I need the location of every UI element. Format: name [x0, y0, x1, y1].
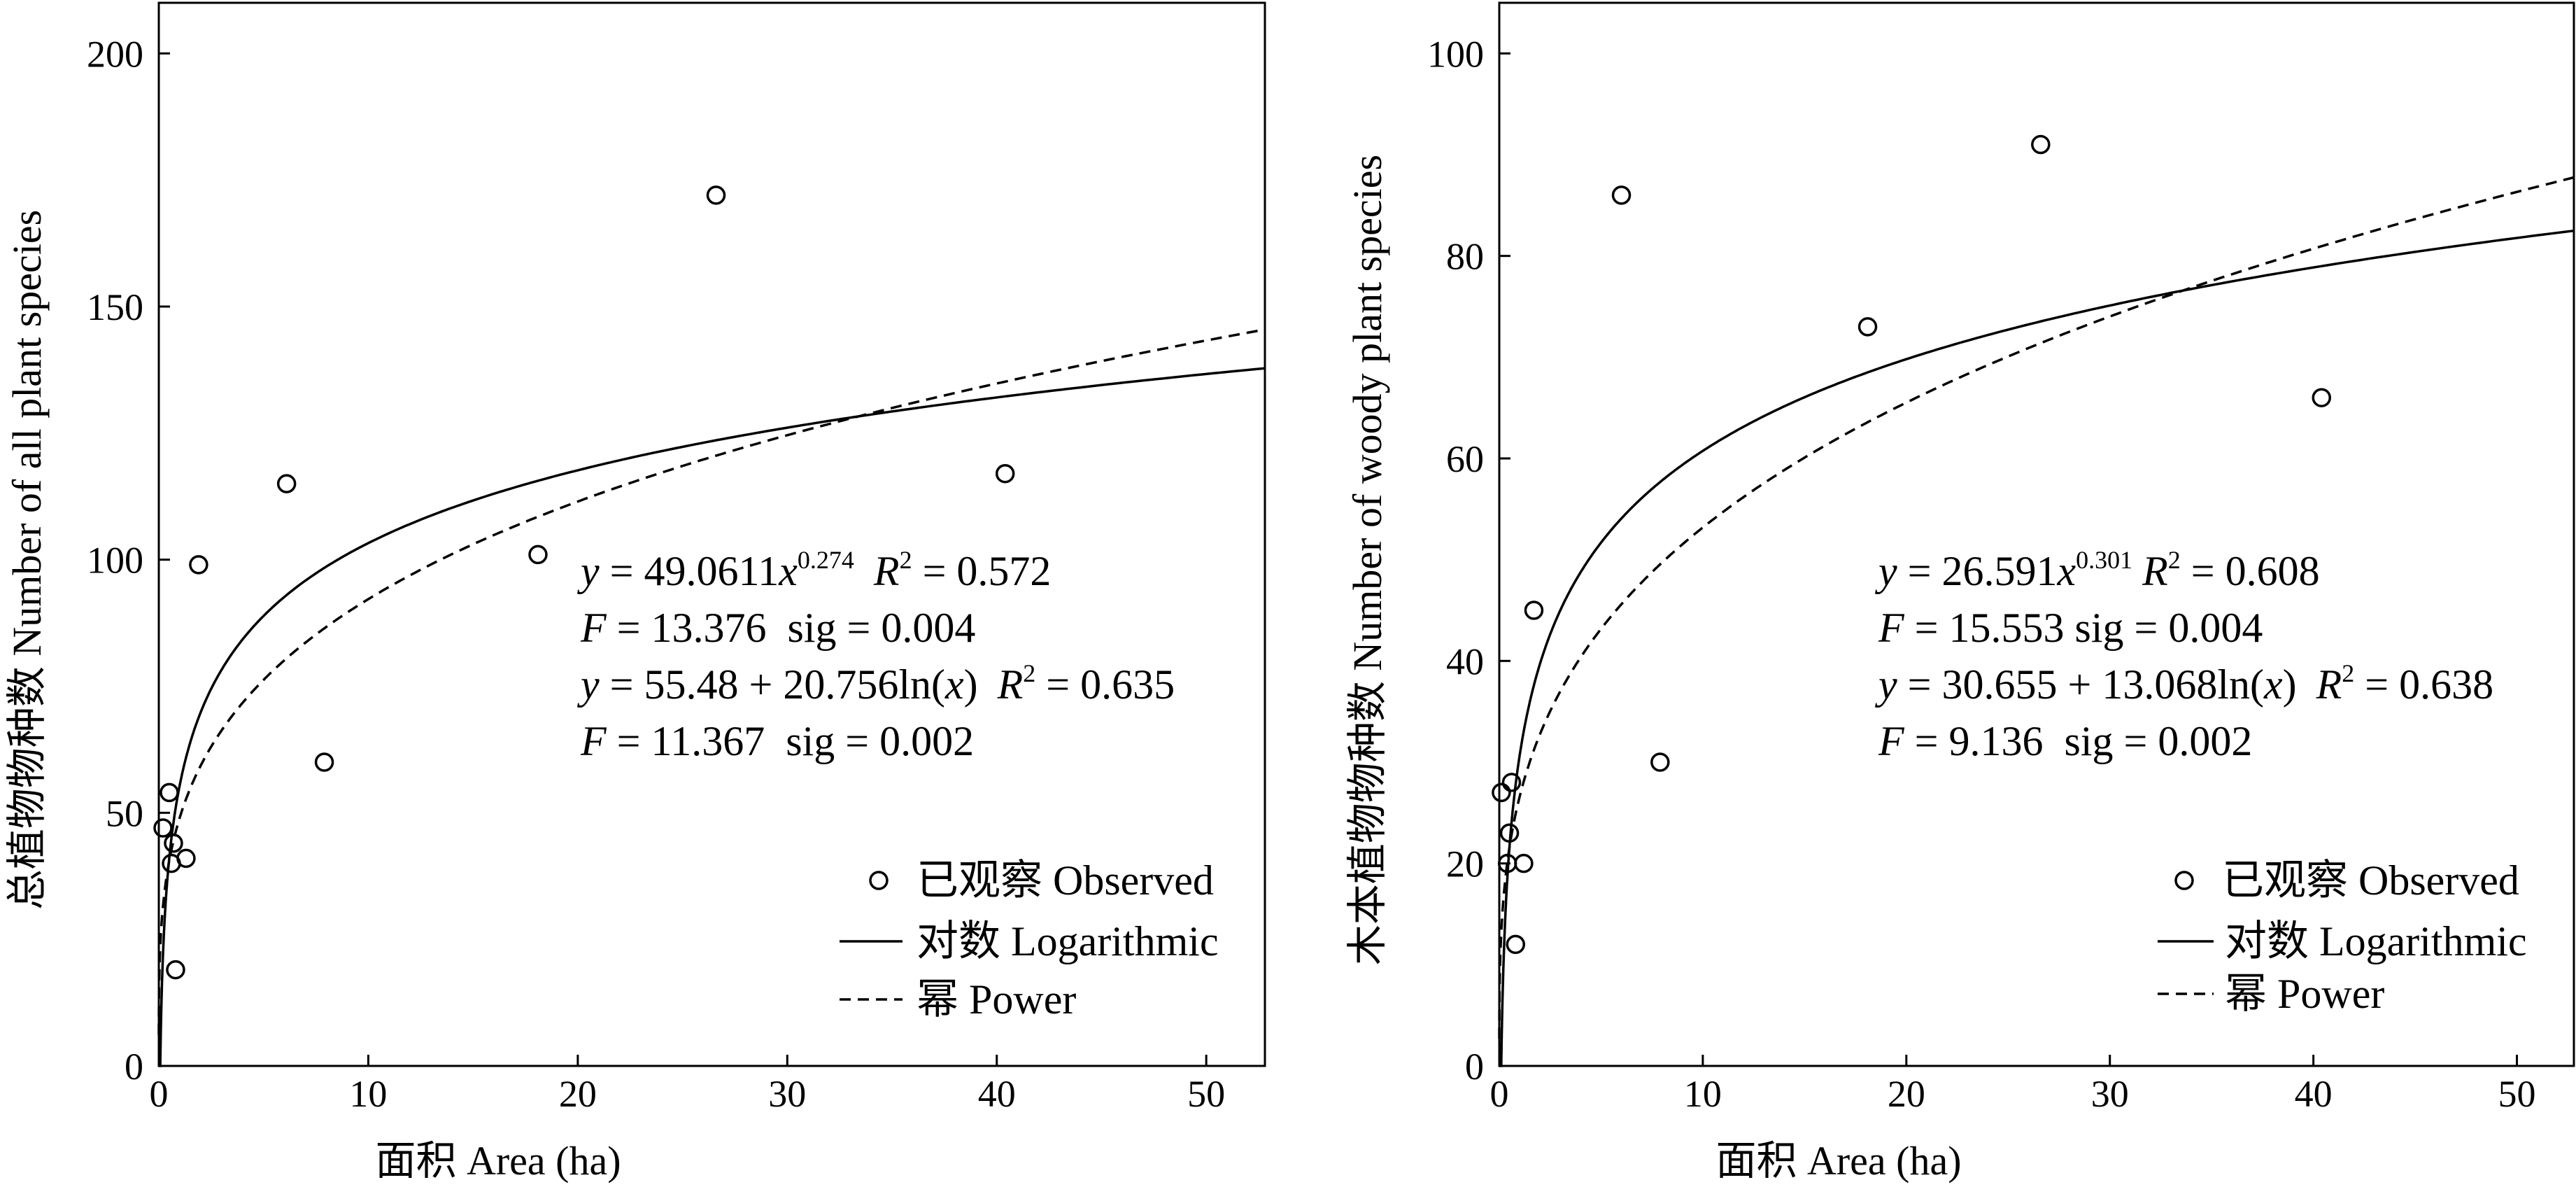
legend: 已观察 Observed 对数 Logarithmic 幂 Power [2158, 857, 2527, 1017]
legend: 已观察 Observed 对数 Logarithmic 幂 Power [840, 857, 1219, 1023]
log-fit-line [159, 367, 1266, 1067]
observed-point [528, 545, 548, 565]
y-tick-label: 60 [1446, 438, 1484, 480]
y-tick-label: 50 [106, 792, 143, 834]
observed-points [153, 185, 1015, 980]
observed-point [1650, 752, 1670, 772]
x-tick-label: 40 [2295, 1073, 2333, 1115]
x-tick-label: 20 [559, 1073, 597, 1115]
plot-frame [1498, 1, 2575, 1067]
x-tick-label: 30 [2091, 1073, 2129, 1115]
power-equation: y = 26.591x0.301 R2 = 0.608 [1874, 546, 2320, 594]
observed-point [1501, 773, 1522, 792]
x-axis-ticks: 0 10 20 30 40 50 [1490, 1055, 2536, 1115]
observed-point [153, 818, 173, 838]
observed-point [1514, 853, 1534, 873]
observed-point [314, 752, 334, 772]
x-tick-label: 50 [1187, 1073, 1225, 1115]
x-tick-label: 20 [1888, 1073, 1925, 1115]
legend-label-log: 对数 Logarithmic [917, 918, 1219, 964]
observed-point [1492, 782, 1511, 803]
fit-equations: y = 26.591x0.301 R2 = 0.608 F = 15.553 si… [1874, 546, 2493, 764]
observed-point [2031, 134, 2051, 155]
y-tick-label: 40 [1446, 640, 1484, 682]
legend-label-observed: 已观察 Observed [917, 857, 1214, 904]
observed-point [189, 555, 208, 575]
legend-label-observed: 已观察 Observed [2222, 857, 2519, 904]
y-tick-label: 100 [87, 540, 143, 582]
y-axis-ticks: 0 50 100 150 200 [87, 33, 170, 1088]
log-statistics: F = 9.136 sig = 0.002 [1878, 718, 2252, 764]
legend-label-power: 幂 Power [917, 976, 1076, 1023]
observed-point [995, 463, 1015, 484]
y-tick-label: 150 [87, 286, 143, 328]
x-tick-label: 40 [978, 1073, 1016, 1115]
legend-label-power: 幂 Power [2225, 971, 2384, 1017]
y-tick-label: 0 [1465, 1046, 1484, 1088]
fit-equations: y = 49.0611x0.274 R2 = 0.572 F = 13.376 s… [576, 546, 1175, 764]
power-fit-line [157, 328, 1266, 1035]
x-axis-label: 面积 Area (ha) [375, 1138, 621, 1184]
y-tick-label: 100 [1427, 33, 1484, 75]
observed-point [1506, 934, 1526, 955]
observed-point [1524, 600, 1544, 620]
x-tick-label: 0 [1490, 1073, 1509, 1115]
x-axis-label: 面积 Area (ha) [1715, 1138, 1961, 1184]
observed-point [1857, 317, 1878, 337]
log-equation: y = 55.48 + 20.756ln(x) R2 = 0.635 [576, 659, 1175, 708]
y-axis-ticks: 0 20 40 60 80 100 [1427, 33, 1510, 1088]
observed-point [706, 185, 726, 205]
observed-point [160, 782, 179, 803]
observed-point [164, 833, 183, 853]
y-tick-label: 200 [87, 33, 143, 75]
fit-curves [1498, 176, 2575, 1067]
fit-curves [157, 328, 1266, 1067]
observed-point [276, 474, 297, 493]
y-tick-label: 20 [1446, 843, 1484, 885]
y-axis-label: 木本植物物种数 Number of woody plant species [1345, 155, 1390, 965]
observed-points [1492, 134, 2332, 955]
x-tick-label: 10 [1684, 1073, 1722, 1115]
x-tick-label: 10 [349, 1073, 387, 1115]
log-fit-line [1499, 229, 2575, 1067]
plot-frame [157, 1, 1266, 1067]
chart-panel-all-species: 0 10 20 30 40 50 0 50 100 150 200 面积 Area (ha) 总植… [4, 1, 1266, 1184]
log-statistics: F = 11.367 sig = 0.002 [580, 718, 974, 764]
legend-label-log: 对数 Logarithmic [2225, 918, 2527, 964]
observed-point [1611, 185, 1632, 205]
x-axis-ticks: 0 10 20 30 40 50 [150, 1055, 1225, 1115]
y-tick-label: 80 [1446, 236, 1484, 278]
power-equation: y = 49.0611x0.274 R2 = 0.572 [576, 546, 1051, 594]
observed-point [2312, 388, 2332, 407]
legend-marker-observed [2174, 871, 2194, 890]
x-tick-label: 0 [150, 1073, 169, 1115]
x-tick-label: 30 [768, 1073, 806, 1115]
observed-point [166, 960, 185, 980]
y-axis-label: 总植物物种数 Number of all plant species [4, 210, 50, 910]
observed-point [176, 848, 196, 869]
power-statistics: F = 13.376 sig = 0.004 [580, 605, 975, 651]
legend-marker-observed [869, 871, 889, 890]
log-equation: y = 30.655 + 13.068ln(x) R2 = 0.638 [1874, 659, 2493, 708]
y-tick-label: 0 [125, 1046, 143, 1088]
power-statistics: F = 15.553 sig = 0.004 [1878, 605, 2263, 651]
observed-point [1499, 823, 1520, 843]
power-fit-line [1498, 176, 2575, 1039]
chart-panel-woody-species: 0 10 20 30 40 50 0 20 40 60 80 100 面积 Area (ha) 木本… [1345, 1, 2575, 1184]
x-tick-label: 50 [2498, 1073, 2536, 1115]
